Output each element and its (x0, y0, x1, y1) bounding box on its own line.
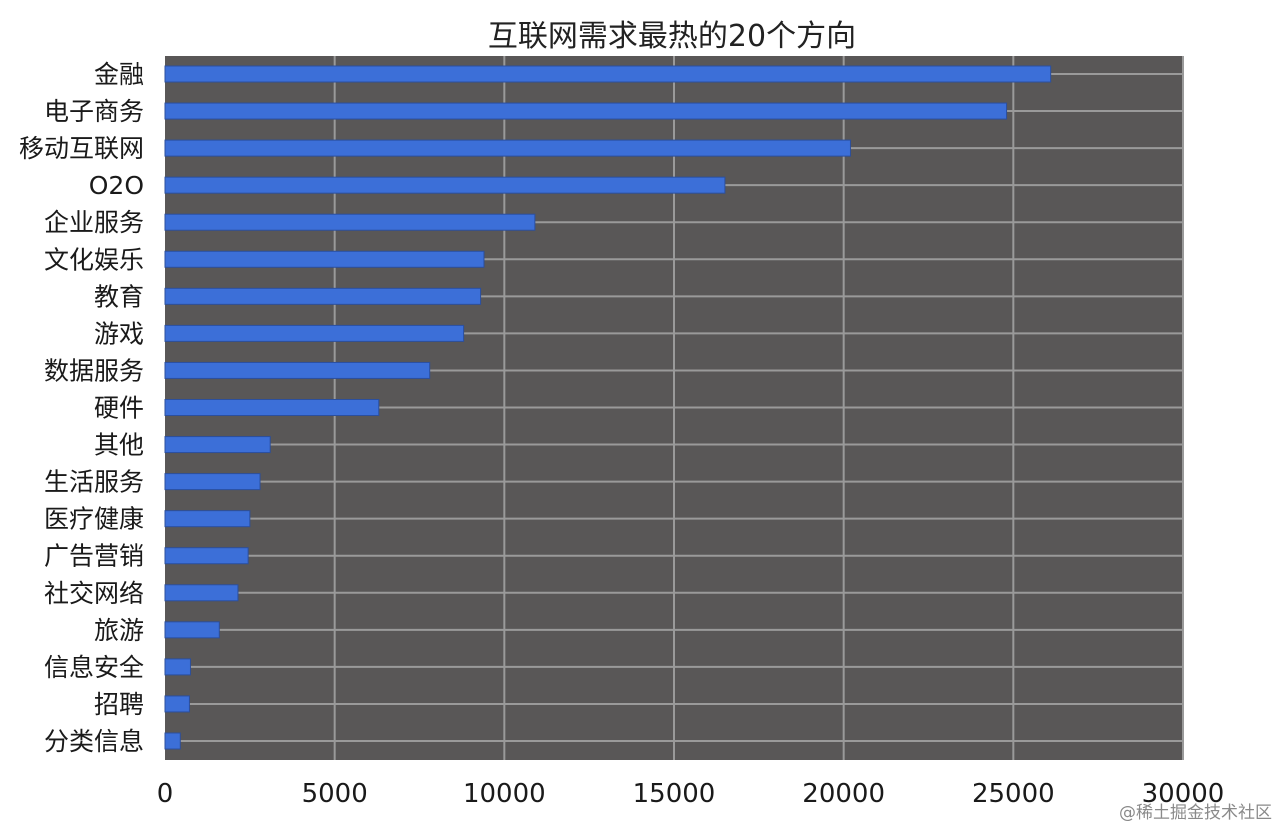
x-tick-label: 25000 (972, 779, 1055, 809)
category-label: 分类信息 (44, 727, 144, 756)
category-label: 招聘 (94, 690, 144, 719)
category-label: 企业服务 (44, 208, 144, 237)
category-label: 电子商务 (44, 97, 144, 126)
category-label: 硬件 (94, 394, 144, 423)
bars (164, 65, 1052, 750)
bar-8 (164, 324, 465, 342)
bar-14 (164, 547, 249, 565)
bar-19 (164, 732, 181, 750)
category-label: 广告营销 (44, 542, 144, 571)
x-tick-label: 15000 (633, 779, 716, 809)
x-tick-label: 0 (157, 779, 174, 809)
watermark: @稀土掘金技术社区 (1119, 803, 1272, 823)
category-label: 旅游 (94, 616, 144, 645)
bar-5 (164, 213, 536, 231)
category-label: 教育 (94, 282, 144, 311)
category-label: O2O (89, 171, 144, 200)
x-axis-ticks: 0 5000 10000 15000 20000 25000 30000 (157, 779, 1225, 809)
bar-17 (164, 658, 191, 676)
category-label: 其他 (94, 431, 144, 460)
bar-15 (164, 584, 239, 602)
category-label: 生活服务 (44, 468, 144, 497)
category-label: 社交网络 (44, 579, 144, 608)
bar-4 (164, 176, 726, 194)
category-label: 移动互联网 (19, 134, 144, 163)
chart-title: 互联网需求最热的20个方向 (488, 19, 856, 54)
category-label: 文化娱乐 (44, 245, 144, 274)
bar-10 (164, 399, 380, 416)
bar-18 (164, 695, 190, 713)
bar-3 (164, 139, 851, 157)
x-tick-label: 5000 (302, 779, 368, 809)
bar-6 (164, 250, 485, 268)
category-label: 游戏 (94, 319, 144, 348)
category-label: 医疗健康 (44, 505, 144, 534)
bar-1 (164, 65, 1052, 83)
bar-9 (164, 361, 431, 379)
bar-11 (164, 436, 271, 454)
category-label: 数据服务 (44, 356, 144, 385)
bar-16 (164, 621, 220, 639)
bar-2 (164, 102, 1008, 120)
x-tick-label: 20000 (802, 779, 885, 809)
bar-12 (164, 473, 261, 491)
category-label: 金融 (94, 60, 144, 89)
bar-13 (164, 510, 251, 528)
x-tick-label: 30000 (1142, 779, 1225, 809)
bar-7 (164, 287, 482, 305)
x-tick-label: 10000 (463, 779, 546, 809)
category-label: 信息安全 (44, 653, 144, 682)
